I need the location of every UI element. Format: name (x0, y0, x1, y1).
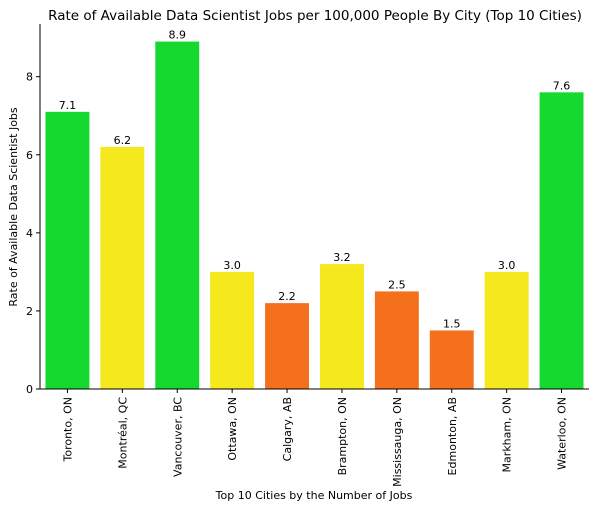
bar-ottawa-on (210, 271, 255, 389)
y-tick-label-0: 0 (26, 383, 33, 396)
x-tick-label-ottawa-on: Ottawa, ON (226, 397, 239, 461)
bar-vancouver-bc (155, 41, 200, 390)
bar-value-label-brampton-on: 3.2 (333, 251, 351, 264)
bars-group (45, 41, 584, 390)
bar-labels-group: 7.1 6.2 8.9 3.0 2.2 3.2 2.5 1.5 3.0 7.6 (59, 29, 571, 331)
y-tick-label-6: 6 (26, 149, 33, 162)
y-ticks-group: 0 2 4 6 8 (26, 71, 40, 396)
x-tick-label-mississauga-on: Mississauga, ON (391, 397, 404, 487)
x-axis-label: Top 10 Cities by the Number of Jobs (215, 489, 413, 502)
y-tick-label-4: 4 (26, 227, 33, 240)
bar-value-label-edmonton-ab: 1.5 (443, 317, 461, 330)
y-tick-label-2: 2 (26, 305, 33, 318)
x-tick-label-vancouver-bc: Vancouver, BC (171, 397, 184, 477)
bar-toronto-on (45, 111, 90, 389)
bar-value-label-ottawa-on: 3.0 (223, 259, 241, 272)
x-tick-label-brampton-on: Brampton, ON (336, 397, 349, 475)
bar-mississauga-on (374, 291, 419, 389)
x-tick-label-markham-on: Markham, ON (501, 397, 514, 472)
x-tick-label-calgary-ab: Calgary, AB (281, 397, 294, 461)
x-tick-label-toronto-on: Toronto, ON (61, 397, 74, 463)
bar-edmonton-ab (429, 330, 474, 389)
chart-title: Rate of Available Data Scientist Jobs pe… (48, 8, 582, 24)
bar-waterloo-on (539, 92, 584, 390)
x-tick-label-montr-al-qc: Montréal, QC (116, 397, 129, 469)
bar-montr-al-qc (100, 146, 145, 389)
y-axis-label: Rate of Available Data Scientist Jobs (7, 107, 20, 307)
bar-value-label-markham-on: 3.0 (498, 259, 516, 272)
bar-value-label-montr-al-qc: 6.2 (114, 134, 132, 147)
bar-calgary-ab (265, 303, 310, 389)
x-tick-label-edmonton-ab: Edmonton, AB (446, 397, 459, 475)
bar-markham-on (484, 271, 529, 389)
bar-value-label-mississauga-on: 2.5 (388, 278, 406, 291)
bar-value-label-calgary-ab: 2.2 (278, 290, 296, 303)
x-tick-label-waterloo-on: Waterloo, ON (556, 397, 569, 470)
bar-value-label-toronto-on: 7.1 (59, 99, 77, 112)
bar-value-label-vancouver-bc: 8.9 (169, 29, 187, 42)
x-ticks-group: Toronto, ON Montréal, QC Vancouver, BC Otta… (61, 389, 569, 487)
bar-brampton-on (319, 264, 364, 389)
bar-value-label-waterloo-on: 7.6 (553, 79, 571, 92)
y-tick-label-8: 8 (26, 71, 33, 84)
